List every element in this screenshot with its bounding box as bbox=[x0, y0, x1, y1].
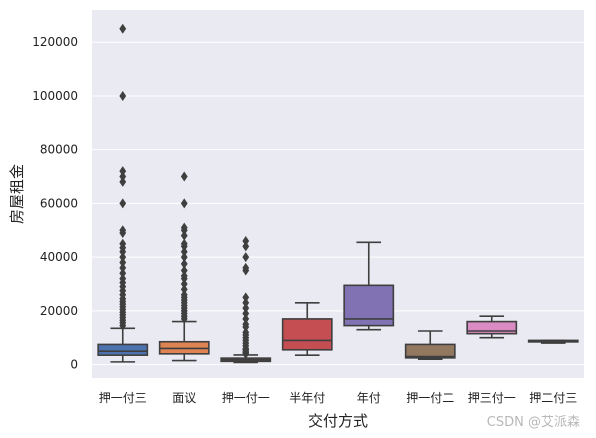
y-tick-label: 120000 bbox=[32, 35, 78, 49]
box-group bbox=[343, 241, 395, 331]
x-tick-label: 押三付一 bbox=[468, 391, 516, 405]
y-tick-label: 60000 bbox=[40, 196, 78, 210]
outlier-point bbox=[119, 252, 127, 263]
outlier-point bbox=[242, 327, 250, 338]
outlier-point bbox=[180, 222, 188, 233]
outlier-point bbox=[242, 297, 250, 308]
outlier-point bbox=[119, 268, 127, 279]
outlier-point bbox=[180, 238, 188, 249]
outlier-point bbox=[119, 238, 127, 249]
box-body bbox=[404, 343, 456, 359]
box-body bbox=[281, 318, 333, 351]
box-group bbox=[97, 23, 149, 363]
y-tick-label: 0 bbox=[70, 358, 78, 372]
box-group bbox=[220, 236, 272, 364]
watermark-text: CSDN @艾派森 bbox=[487, 415, 580, 430]
box-body bbox=[97, 343, 149, 356]
outlier-point bbox=[119, 90, 127, 101]
outlier-point bbox=[119, 273, 127, 284]
outlier-point bbox=[242, 262, 250, 273]
box-group bbox=[158, 171, 210, 362]
outlier-point bbox=[242, 303, 250, 314]
outlier-point bbox=[180, 289, 188, 300]
outlier-point bbox=[242, 252, 250, 263]
outlier-point bbox=[180, 252, 188, 263]
y-tick-label: 100000 bbox=[32, 89, 78, 103]
outlier-point bbox=[180, 198, 188, 209]
outlier-point bbox=[242, 319, 250, 330]
x-tick-labels: 押一付三 面议 押一付一 半年付 年付 押一付二 押三付一 押二付三 bbox=[99, 391, 578, 405]
box-body bbox=[466, 320, 518, 335]
outlier-point bbox=[180, 258, 188, 269]
outlier-point bbox=[119, 176, 127, 187]
outlier-point bbox=[242, 313, 250, 324]
outlier-point bbox=[242, 292, 250, 303]
outlier-point bbox=[180, 230, 188, 241]
outlier-point bbox=[180, 171, 188, 182]
outlier-point bbox=[242, 236, 250, 247]
boxes bbox=[97, 23, 579, 364]
box-group bbox=[527, 339, 579, 344]
y-tick-label: 80000 bbox=[40, 143, 78, 157]
outlier-point bbox=[180, 265, 188, 276]
y-tick-labels: 0 20000 40000 60000 80000 100000 120000 bbox=[32, 35, 78, 371]
outlier-point bbox=[119, 171, 127, 182]
outlier-point bbox=[119, 166, 127, 177]
box-group bbox=[466, 315, 518, 339]
box-group bbox=[281, 301, 333, 356]
outlier-point bbox=[180, 270, 188, 281]
y-tick-label: 20000 bbox=[40, 304, 78, 318]
outlier-point bbox=[242, 308, 250, 319]
outlier-point bbox=[119, 225, 127, 236]
outlier-point bbox=[180, 284, 188, 295]
y-tick-label: 40000 bbox=[40, 250, 78, 264]
grid-lines bbox=[92, 41, 584, 366]
outlier-point bbox=[180, 246, 188, 257]
outlier-point bbox=[119, 23, 127, 34]
outlier-point bbox=[242, 241, 250, 252]
x-tick-label: 面议 bbox=[172, 391, 196, 405]
y-axis-title: 房屋租金 bbox=[8, 164, 26, 224]
box-group bbox=[404, 330, 456, 360]
x-tick-label: 押一付二 bbox=[406, 391, 454, 405]
x-tick-label: 押一付三 bbox=[99, 391, 147, 405]
x-tick-label: 押一付一 bbox=[222, 391, 270, 405]
outlier-point bbox=[119, 257, 127, 268]
x-tick-label: 半年付 bbox=[289, 391, 325, 405]
outlier-point bbox=[180, 278, 188, 289]
x-tick-label: 押二付三 bbox=[529, 391, 577, 405]
x-axis-title: 交付方式 bbox=[308, 412, 368, 430]
x-tick-label: 年付 bbox=[357, 391, 381, 405]
outlier-point bbox=[119, 262, 127, 273]
outlier-point bbox=[119, 198, 127, 209]
